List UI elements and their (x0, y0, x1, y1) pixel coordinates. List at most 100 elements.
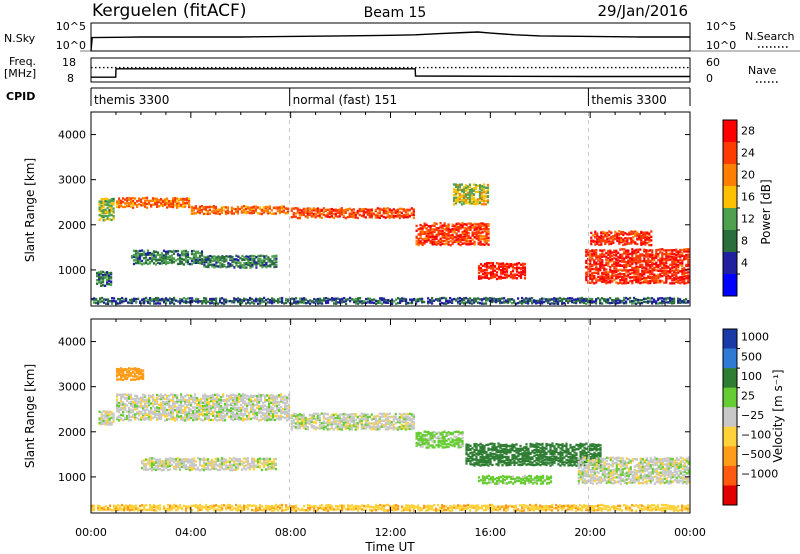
heatmap-cell (257, 259, 260, 262)
heatmap-cell (657, 264, 660, 267)
heatmap-cell (659, 251, 662, 254)
nave-label: Nave (748, 64, 776, 77)
heatmap-cell (184, 256, 188, 259)
heatmap-cell (178, 466, 182, 470)
heatmap-cell (145, 299, 148, 303)
heatmap-cell (242, 211, 245, 214)
heatmap-cell (513, 273, 517, 276)
heatmap-cell (221, 265, 224, 268)
heatmap-cell (150, 406, 153, 410)
heatmap-cell (252, 394, 255, 398)
heatmap-cell (330, 422, 333, 426)
heatmap-cell (184, 460, 188, 463)
heatmap-cell (585, 278, 588, 282)
heatmap-cell (362, 215, 365, 218)
heatmap-cell (322, 420, 325, 423)
heatmap-cell (400, 416, 403, 419)
heatmap-cell (303, 299, 306, 302)
heatmap-cell (454, 192, 458, 195)
heatmap-cell (639, 277, 642, 281)
heatmap-cell (150, 395, 153, 398)
heatmap-cell (665, 257, 668, 260)
heatmap-cell (174, 197, 177, 200)
heatmap-cell (242, 466, 246, 469)
heatmap-cell (685, 255, 688, 258)
heatmap-cell (198, 252, 202, 255)
heatmap-cell (493, 273, 497, 276)
heatmap-cell (650, 243, 653, 247)
heatmap-cell (396, 210, 399, 213)
heatmap-cell (111, 297, 114, 300)
heatmap-cell (225, 298, 228, 301)
heatmap-cell (611, 269, 614, 273)
heatmap-cell (264, 418, 267, 422)
heatmap-cell (224, 206, 227, 209)
heatmap-cell (479, 269, 483, 272)
heatmap-cell (172, 205, 175, 209)
heatmap-cell (667, 270, 670, 273)
heatmap-cell (481, 264, 485, 267)
nsky-right-tick-top: 10^5 (706, 20, 736, 33)
heatmap-cell (452, 190, 456, 194)
heatmap-cell (172, 252, 176, 255)
heatmap-cell (156, 409, 159, 413)
heatmap-cell (557, 302, 560, 305)
heatmap-cell (253, 302, 256, 305)
heatmap-cell (154, 258, 158, 261)
heatmap-cell (144, 409, 147, 412)
heatmap-cell (511, 298, 514, 301)
heatmap-cell (491, 264, 495, 267)
heatmap-cell (119, 298, 122, 301)
heatmap-cell (561, 298, 564, 301)
station-title: Kerguelen (fitACF) (92, 1, 246, 21)
heatmap-cell (326, 212, 329, 215)
heatmap-cell (465, 234, 468, 238)
heatmap-cell (140, 400, 143, 403)
heatmap-cell (266, 412, 269, 415)
heatmap-cell (241, 264, 244, 267)
heatmap-cell (220, 398, 223, 402)
heatmap-cell (415, 302, 418, 305)
heatmap-cell (198, 261, 202, 264)
heatmap-cell (308, 212, 311, 216)
heatmap-cell (208, 208, 211, 212)
heatmap-cell (138, 262, 142, 265)
heatmap-cell (499, 275, 503, 278)
heatmap-cell (132, 262, 136, 266)
heatmap-cell (200, 458, 204, 461)
heatmap-cell (454, 196, 458, 199)
heatmap-cell (136, 258, 140, 261)
heatmap-cell (318, 417, 321, 420)
heatmap-cell (106, 414, 109, 417)
heatmap-cell (328, 210, 331, 214)
heatmap-cell (419, 240, 422, 243)
heatmap-cell (130, 402, 133, 405)
heatmap-cell (198, 413, 201, 416)
heatmap-cell (382, 425, 385, 429)
heatmap-cell (616, 232, 619, 235)
heatmap-cell (251, 257, 254, 261)
cpid-label: CPID (6, 90, 35, 103)
heatmap-cell (253, 260, 256, 263)
heatmap-cell (122, 402, 125, 406)
heatmap-cell (681, 262, 684, 265)
heatmap-cell (655, 263, 658, 267)
heatmap-cell (655, 254, 658, 257)
heatmap-cell (116, 393, 119, 396)
heatmap-cell (100, 284, 103, 287)
heatmap-cell (200, 208, 203, 212)
heatmap-cell (601, 255, 604, 258)
heatmap-cell (449, 228, 452, 232)
heatmap-cell (501, 268, 505, 272)
heatmap-cell (100, 214, 103, 218)
heatmap-cell (208, 205, 211, 209)
heatmap-cell (608, 237, 611, 240)
heatmap-cell (130, 419, 133, 422)
heatmap-cell (318, 211, 321, 215)
heatmap-cell (194, 460, 198, 463)
heatmap-cell (100, 411, 103, 414)
heatmap-cell (210, 418, 213, 422)
heatmap-cell (667, 256, 670, 259)
heatmap-cell (164, 203, 167, 206)
heatmap-cell (98, 202, 101, 205)
